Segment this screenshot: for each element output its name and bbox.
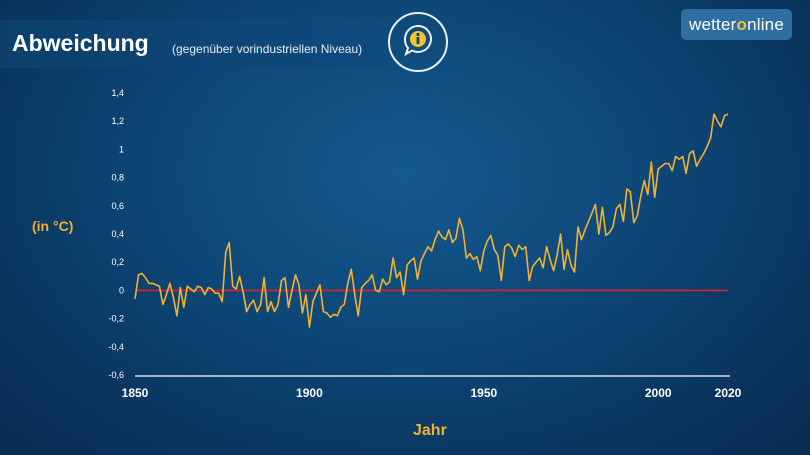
logo-text-part1: wetter: [688, 14, 737, 34]
y-tick-label: 1: [119, 144, 124, 154]
y-tick-label: 0,6: [111, 201, 124, 211]
y-tick-label: 0: [119, 285, 124, 295]
page-title: Abweichung: [12, 30, 149, 56]
x-axis-label: Jahr: [413, 422, 447, 439]
x-tick-label: 2020: [715, 386, 742, 400]
y-tick-label: 0,4: [111, 229, 124, 239]
wetteronline-logo[interactable]: wetter o nline: [681, 9, 792, 40]
y-axis-label: (in °C): [32, 218, 74, 234]
header-bar: [0, 20, 390, 68]
x-tick-label: 1950: [470, 386, 497, 400]
logo-text-part2: nline: [747, 14, 784, 34]
temperature-anomaly-line: [134, 113, 729, 328]
y-tick-label: -0,6: [108, 370, 124, 380]
y-tick-label: -0,4: [108, 342, 124, 352]
info-speech-bubble-icon[interactable]: [388, 12, 448, 72]
y-tick-label: 1,2: [111, 116, 124, 126]
y-tick-label: -0,2: [108, 314, 124, 324]
y-tick-label: 0,2: [111, 257, 124, 267]
page-subtitle: (gegenüber vorindustriellen Niveau): [172, 42, 363, 56]
logo-text-o: o: [736, 14, 748, 34]
x-tick-label: 2000: [645, 386, 672, 400]
info-bubble-glyph: [404, 24, 432, 57]
y-tick-label: 1,4: [111, 88, 124, 98]
x-tick-label: 1850: [122, 386, 149, 400]
x-tick-label: 1900: [296, 386, 323, 400]
y-tick-label: 0,8: [111, 173, 124, 183]
